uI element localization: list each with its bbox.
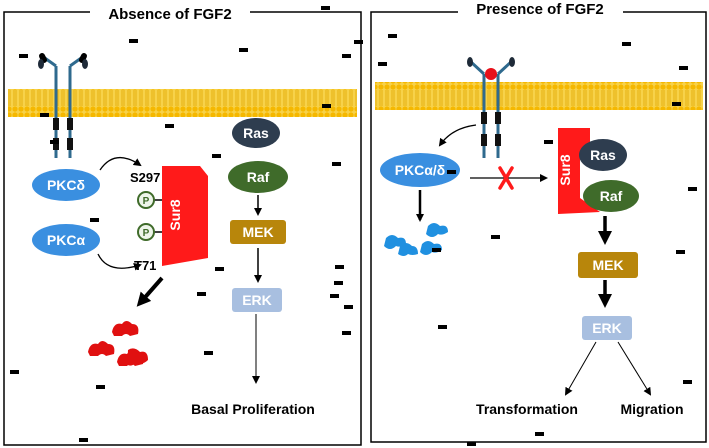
left-degraded-pkc-icon <box>88 321 148 366</box>
right-membrane <box>375 82 703 110</box>
right-fgf-receptor-icon <box>467 57 515 158</box>
left-pkc-alpha: PKCα <box>32 224 100 256</box>
right-erk-transformation-arrow <box>565 341 597 396</box>
svg-text:Sur8: Sur8 <box>167 199 183 230</box>
right-erk: ERK <box>582 316 632 340</box>
left-raf: Raf <box>228 161 288 193</box>
right-panel-frame <box>370 11 707 443</box>
svg-text:Raf: Raf <box>247 169 270 185</box>
right-receptor-pkc-arrow <box>438 124 477 147</box>
right-outcome-migration: Migration <box>621 401 684 417</box>
left-site-t71: T71 <box>134 258 156 273</box>
svg-text:Sur8: Sur8 <box>557 154 573 185</box>
left-site-s297: S297 <box>130 170 160 185</box>
left-erk: ERK <box>232 288 282 312</box>
right-ras: Ras <box>579 139 627 171</box>
svg-text:ERK: ERK <box>592 320 622 336</box>
svg-text:Raf: Raf <box>600 188 623 204</box>
left-pkc-delta-arrow <box>99 157 142 171</box>
right-erk-migration-arrow <box>617 341 652 396</box>
right-sur8: Sur8 <box>557 128 600 214</box>
right-outcome-transformation: Transformation <box>476 401 578 417</box>
svg-text:Ras: Ras <box>243 125 269 141</box>
left-ras: Ras <box>232 118 280 148</box>
left-phospho-2: P <box>137 223 165 241</box>
left-phospho-1: P <box>137 191 165 209</box>
left-panel: Absence of FGF2 PKCδ PKCα S297 T7 <box>3 3 362 446</box>
left-mek: MEK <box>230 220 286 244</box>
svg-text:P: P <box>143 196 150 207</box>
right-panel-title: Presence of FGF2 <box>476 1 604 18</box>
right-panel: Presence of FGF2 PKCα/δ <box>370 0 707 443</box>
redaction-marks <box>10 6 697 446</box>
svg-text:Ras: Ras <box>590 147 616 163</box>
fgf2-ligand-icon <box>485 68 497 80</box>
svg-text:PKCδ: PKCδ <box>47 177 85 193</box>
svg-text:PKCα: PKCα <box>47 232 86 248</box>
left-pkc-delta: PKCδ <box>32 169 100 201</box>
svg-text:ERK: ERK <box>242 292 272 308</box>
svg-text:P: P <box>143 228 150 239</box>
left-pkc-alpha-arrow <box>97 253 142 271</box>
svg-text:PKCα/δ: PKCα/δ <box>395 162 446 178</box>
right-pkc: PKCα/δ <box>380 153 460 187</box>
svg-text:MEK: MEK <box>592 257 623 273</box>
right-mek: MEK <box>578 252 638 278</box>
left-sur8: Sur8 <box>162 166 208 266</box>
right-block-x-icon <box>498 166 514 190</box>
left-membrane <box>8 89 357 117</box>
left-panel-title: Absence of FGF2 <box>108 6 231 23</box>
svg-text:MEK: MEK <box>242 224 273 240</box>
left-outcome: Basal Proliferation <box>191 401 315 417</box>
right-raf: Raf <box>583 180 639 212</box>
left-degradation-arrow <box>136 276 164 307</box>
